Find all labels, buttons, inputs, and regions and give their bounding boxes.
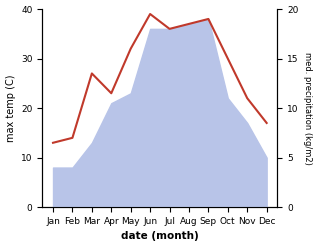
Y-axis label: max temp (C): max temp (C)	[5, 74, 16, 142]
Y-axis label: med. precipitation (kg/m2): med. precipitation (kg/m2)	[303, 52, 313, 165]
X-axis label: date (month): date (month)	[121, 231, 199, 242]
